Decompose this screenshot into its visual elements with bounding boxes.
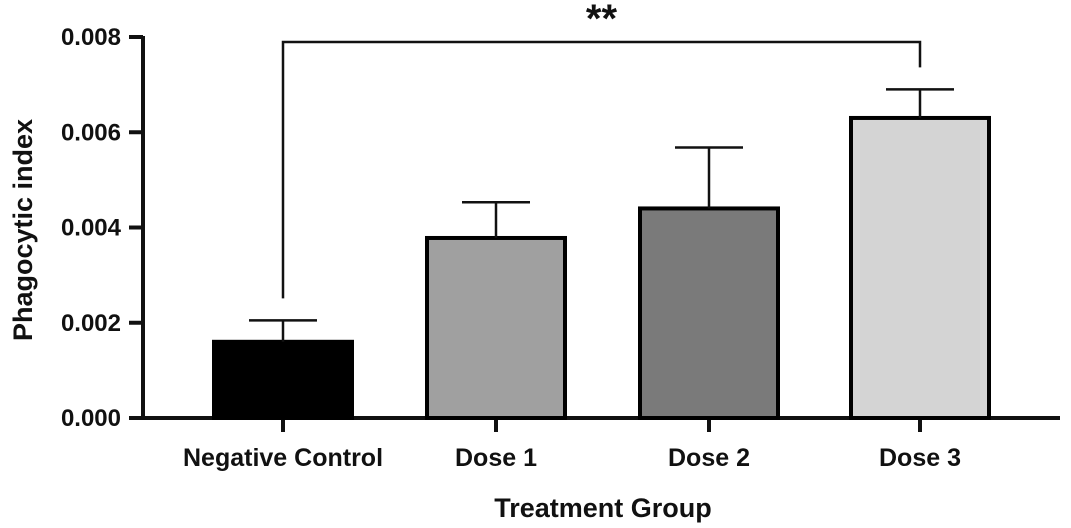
- bar-dose-1: [425, 235, 567, 420]
- y-axis: 0.000 0.002 0.004 0.006 0.008: [61, 24, 145, 432]
- x-tick-label: Dose 3: [879, 444, 961, 472]
- bar-dose-3: [849, 115, 991, 421]
- y-tick-label: 0.006: [61, 119, 121, 146]
- significance-label: **: [586, 0, 618, 41]
- y-tick-label: 0.004: [61, 215, 122, 242]
- x-tick-label: Dose 2: [668, 444, 750, 472]
- x-axis-title: Treatment Group: [494, 493, 712, 523]
- y-tick-label: 0.002: [61, 310, 121, 337]
- error-bars: [249, 88, 954, 342]
- bars: [212, 115, 991, 421]
- significance-bracket: [281, 40, 922, 299]
- bar-negative-control: [212, 339, 354, 420]
- x-tick-label: Dose 1: [455, 444, 537, 472]
- y-tick-label: 0.000: [61, 405, 121, 432]
- bar-dose-2: [638, 206, 780, 420]
- y-tick-label: 0.008: [61, 24, 121, 51]
- y-axis-title: Phagocytic index: [8, 119, 38, 341]
- significance-annotation: **: [281, 0, 922, 299]
- x-tick-label: Negative Control: [183, 444, 383, 472]
- x-axis: Negative Control Dose 1 Dose 2 Dose 3: [141, 416, 1060, 472]
